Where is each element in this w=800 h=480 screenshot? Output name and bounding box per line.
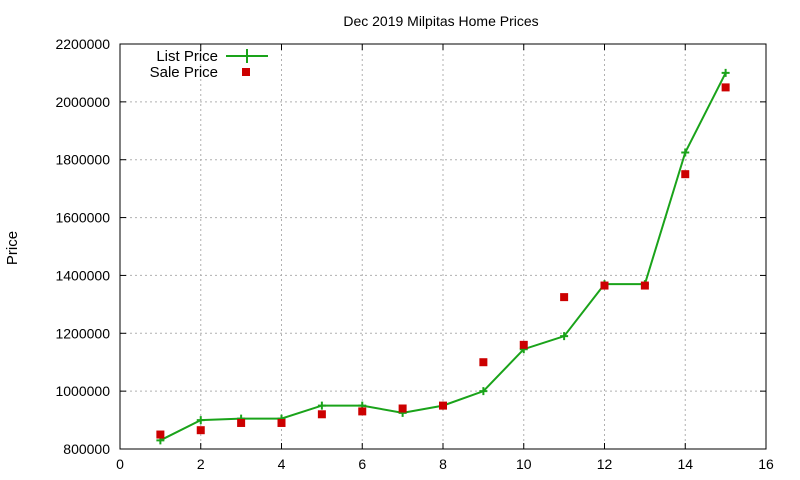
x-tick-label: 6: [358, 456, 366, 472]
sale-price-point: [196, 426, 205, 435]
list-price-point: [681, 148, 690, 157]
x-tick-label: 8: [439, 456, 447, 472]
sale-price-point: [640, 281, 649, 290]
y-tick-label: 1600000: [55, 210, 110, 226]
y-tick-label: 800000: [63, 441, 110, 457]
list-price-point: [560, 332, 569, 341]
chart-title: Dec 2019 Milpitas Home Prices: [343, 13, 538, 29]
y-tick-label: 1000000: [55, 383, 110, 399]
x-tick-label: 0: [116, 456, 124, 472]
grid: [120, 44, 766, 449]
list-price-point: [317, 401, 326, 410]
list-price-point: [196, 416, 205, 425]
list-price-point: [721, 68, 730, 77]
legend-marker-list-price: [240, 49, 254, 63]
axis-ticks: 0 2 4 6 8 10 12 14 16 800000 1000000 1200000 1400000…: [55, 36, 774, 472]
sale-price-point: [721, 83, 730, 92]
sale-price-point: [156, 430, 165, 439]
legend-label-sale-price: Sale Price: [150, 64, 218, 81]
sale-price-point: [519, 340, 528, 349]
x-tick-label: 14: [677, 456, 693, 472]
legend-marker-sale-price: [242, 68, 250, 76]
x-tick-label: 4: [278, 456, 286, 472]
sale-price-point: [358, 407, 367, 416]
y-tick-label: 1800000: [55, 152, 110, 168]
sale-price-point: [317, 410, 326, 419]
x-tick-label: 10: [516, 456, 532, 472]
x-tick-label: 12: [597, 456, 613, 472]
list-price-point: [479, 387, 488, 396]
sale-price-point: [560, 293, 569, 302]
legend: List Price Sale Price: [150, 48, 268, 81]
sale-price-point: [237, 418, 246, 427]
y-tick-label: 2200000: [55, 36, 110, 52]
y-tick-label: 2000000: [55, 94, 110, 110]
y-tick-label: 1200000: [55, 325, 110, 341]
sale-price-point: [439, 401, 447, 410]
sale-price-point: [600, 281, 609, 290]
sale-price-point: [398, 404, 407, 413]
x-tick-label: 2: [197, 456, 205, 472]
y-axis-label: Price: [4, 231, 21, 265]
x-tick-label: 16: [758, 456, 774, 472]
series: [156, 68, 730, 445]
sale-price-point: [277, 418, 286, 427]
sale-price-point: [681, 170, 690, 179]
legend-label-list-price: List Price: [156, 48, 218, 65]
y-tick-label: 1400000: [55, 267, 110, 283]
sale-price-point: [479, 358, 488, 367]
